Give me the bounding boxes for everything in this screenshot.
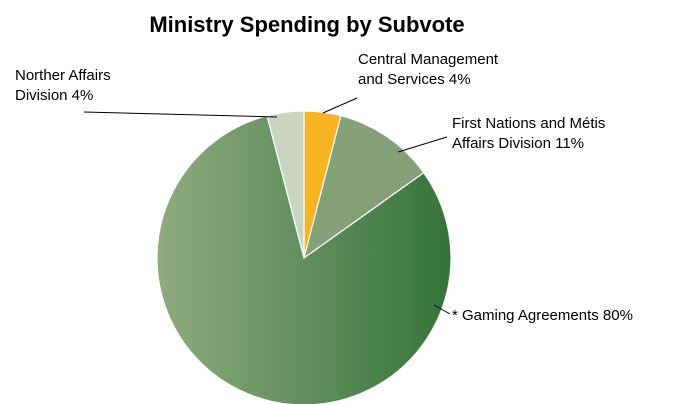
slice-label-line: and Services 4% xyxy=(358,71,471,88)
chart-title: Ministry Spending by Subvote xyxy=(149,12,464,37)
slice-label-line: First Nations and Métis xyxy=(452,115,605,132)
slice-label-first-nations-and-m-tis-affairs-division: First Nations and Métis Affairs Division … xyxy=(452,115,605,152)
slice-label-line: Affairs Division 11% xyxy=(452,135,584,152)
leader-line-first-nations-and-m-tis-affairs-division xyxy=(397,136,448,153)
leader-line-central-management-and-services xyxy=(322,97,358,114)
slice-label-norther-affairs-division: Norther Affairs Division 4% xyxy=(15,67,111,104)
slice-label-central-management-and-services: Central Management and Services 4% xyxy=(358,51,499,88)
slice-label-line: Central Management xyxy=(358,51,499,68)
slice-label-line: Norther Affairs xyxy=(15,67,111,84)
leader-line-norther-affairs-division xyxy=(83,111,278,118)
pie-slices xyxy=(156,110,452,404)
slice-labels: Central Management and Services 4% First N… xyxy=(15,51,633,324)
pie-slice-first-nations-and-m-tis-affairs-division xyxy=(303,114,425,260)
leader-line-gaming-agreements xyxy=(433,304,451,315)
pie-slice-norther-affairs-division xyxy=(266,110,305,259)
slice-label-line: * Gaming Agreements 80% xyxy=(452,307,633,324)
slice-label-gaming-agreements: * Gaming Agreements 80% xyxy=(452,307,633,324)
pie-slice-gaming-agreements xyxy=(156,114,452,404)
leader-lines xyxy=(83,97,451,315)
slice-label-line: Division 4% xyxy=(15,87,93,104)
